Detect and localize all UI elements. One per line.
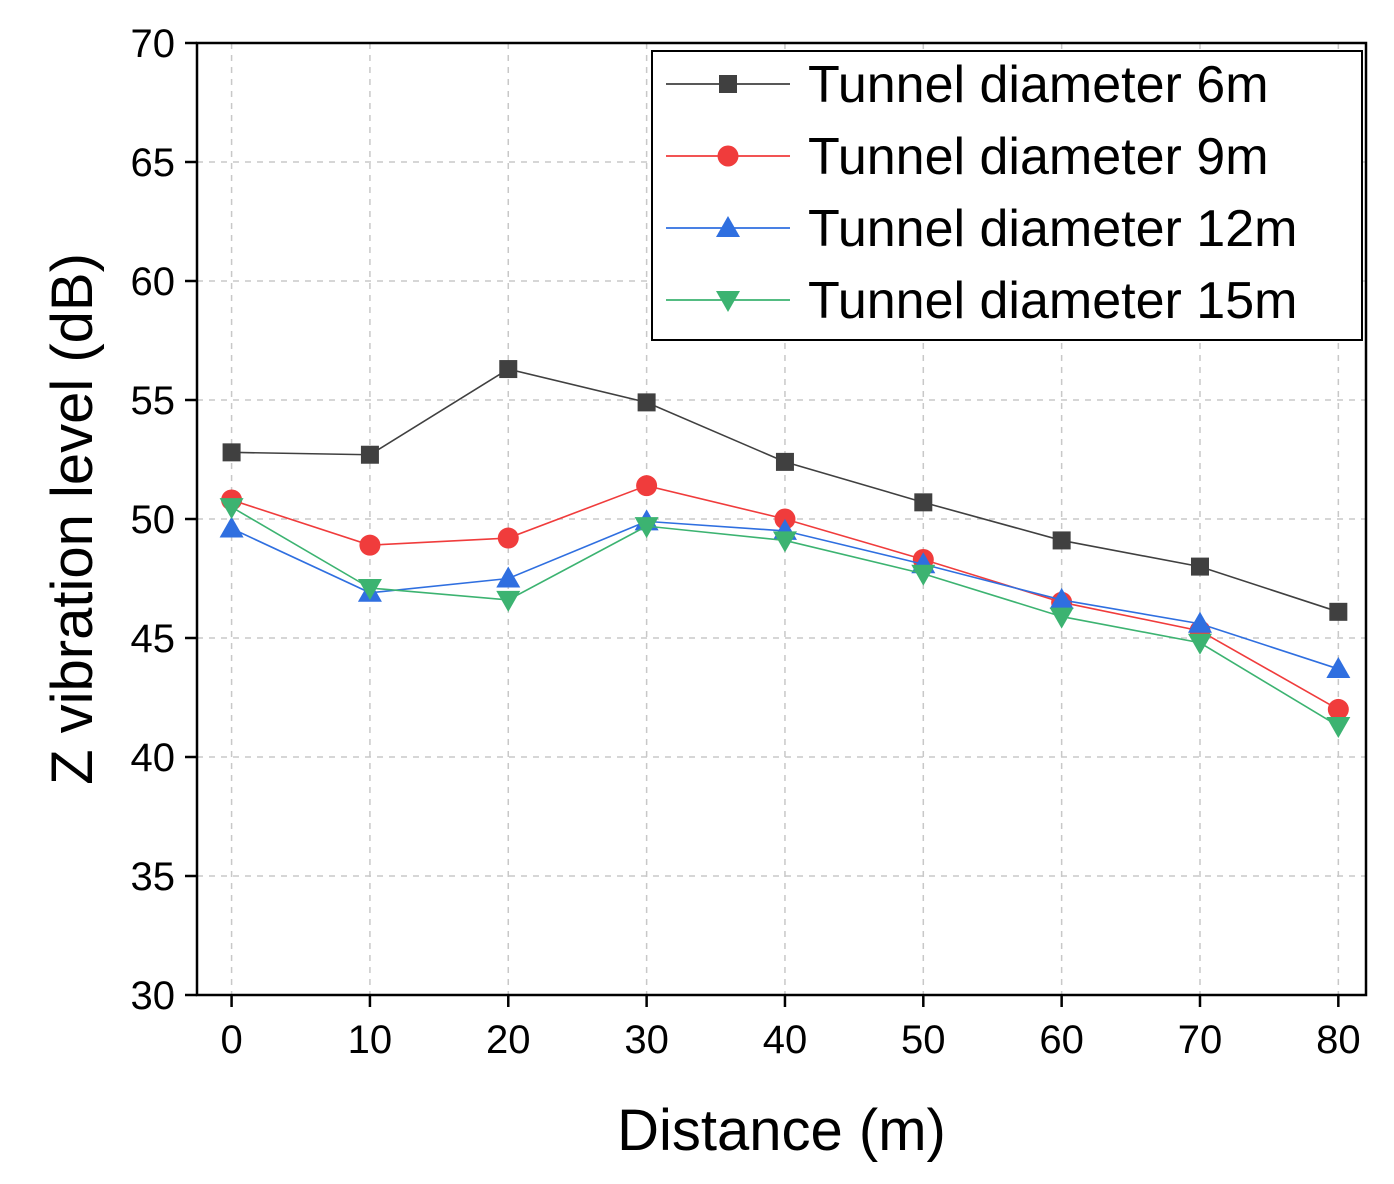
legend-label: Tunnel diameter 12m: [808, 200, 1297, 258]
x-tick-label: 20: [486, 1018, 531, 1062]
x-tick-label: 80: [1316, 1018, 1361, 1062]
data-point: [359, 534, 381, 556]
data-point: [499, 360, 518, 379]
data-point: [911, 564, 936, 586]
data-point: [1187, 611, 1212, 633]
data-point: [636, 475, 658, 497]
series-1: [222, 360, 1348, 621]
x-tick-label: 50: [901, 1018, 946, 1062]
data-point: [1329, 602, 1348, 621]
data-point: [1190, 557, 1209, 576]
x-tick-label: 60: [1039, 1018, 1084, 1062]
legend-item: Tunnel diameter 12m: [666, 200, 1297, 258]
data-point: [219, 498, 244, 520]
data-point: [775, 452, 794, 471]
x-tick-label: 0: [220, 1018, 242, 1062]
data-point: [637, 393, 656, 412]
y-tick-label: 55: [131, 379, 176, 423]
data-point: [1187, 633, 1212, 655]
legend-box: [651, 50, 1363, 341]
legend-marker: [716, 216, 740, 237]
data-point: [219, 516, 244, 538]
series-layer: [219, 360, 1351, 739]
legend-item: Tunnel diameter 6m: [666, 56, 1269, 114]
y-tick-label: 45: [131, 617, 176, 661]
data-point: [357, 579, 382, 601]
data-point: [1327, 698, 1349, 720]
x-tick-label: 10: [348, 1018, 393, 1062]
legend: Tunnel diameter 6m Tunnel diameter 9m Tunn…: [651, 50, 1363, 341]
data-point: [1326, 656, 1351, 678]
y-tick-label: 65: [131, 141, 176, 185]
data-point: [1049, 587, 1074, 609]
data-point: [1052, 531, 1071, 550]
legend-label: Tunnel diameter 9m: [808, 128, 1269, 186]
y-tick-label: 50: [131, 498, 176, 542]
y-tick-label: 30: [131, 974, 176, 1018]
y-axis-title: Z vibration level (dB): [40, 253, 105, 785]
legend-marker: [719, 75, 737, 93]
y-tick-label: 70: [131, 22, 176, 66]
axis-ticks: 0 10 20 30 40 50 60 70 80 30 35 40 45 50 55 60 65 70: [131, 22, 1361, 1062]
x-axis-title: Distance (m): [617, 1098, 946, 1163]
data-point: [222, 443, 241, 462]
x-tick-label: 40: [763, 1018, 808, 1062]
data-point: [1326, 717, 1351, 739]
y-tick-label: 60: [131, 260, 176, 304]
legend-marker: [717, 145, 739, 167]
legend-item: Tunnel diameter 15m: [666, 272, 1297, 330]
legend-label: Tunnel diameter 15m: [808, 272, 1297, 330]
data-point: [634, 517, 659, 539]
data-point: [497, 527, 519, 549]
x-tick-label: 70: [1178, 1018, 1223, 1062]
series-4: [219, 498, 1351, 739]
data-point: [914, 493, 933, 512]
data-point: [360, 445, 379, 464]
legend-marker: [716, 291, 740, 312]
legend-label: Tunnel diameter 6m: [808, 56, 1269, 114]
y-tick-label: 35: [131, 855, 176, 899]
x-tick-label: 30: [624, 1018, 669, 1062]
legend-item: Tunnel diameter 9m: [666, 128, 1269, 186]
data-point: [496, 590, 521, 612]
data-point: [496, 566, 521, 588]
y-tick-label: 40: [131, 736, 176, 780]
data-point: [772, 531, 797, 553]
data-point: [1049, 607, 1074, 629]
